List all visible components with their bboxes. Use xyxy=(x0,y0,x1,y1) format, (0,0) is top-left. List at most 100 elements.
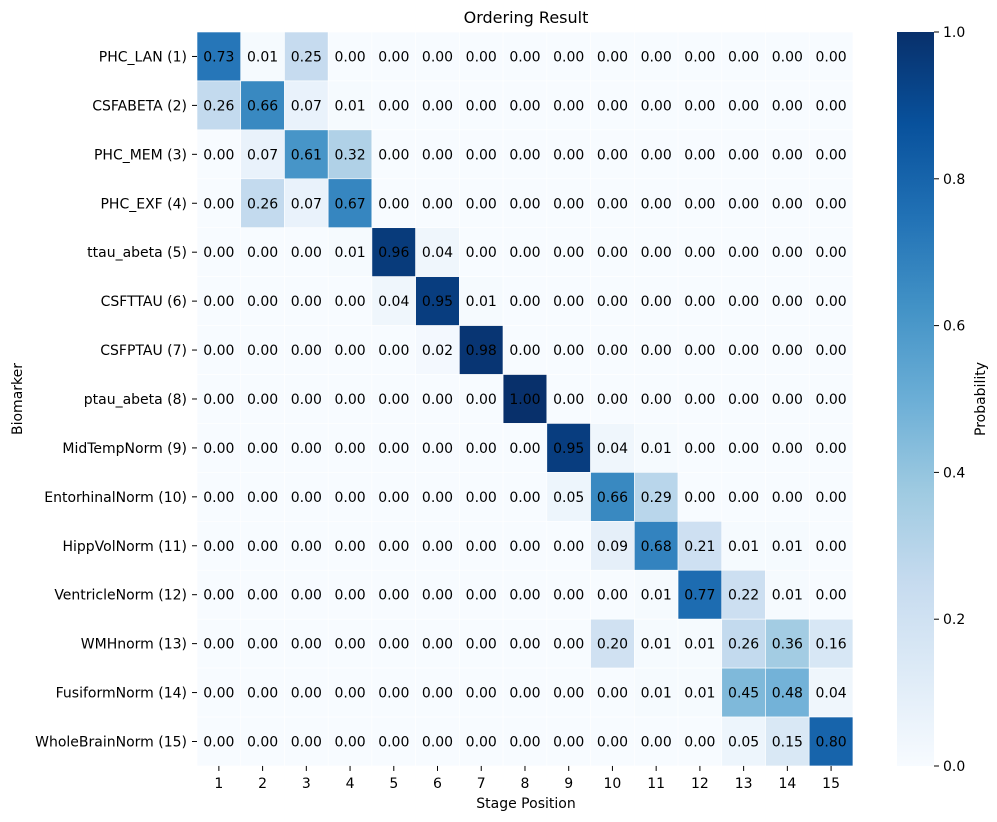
heatmap-cell xyxy=(196,423,242,473)
heatmap-cell xyxy=(808,423,854,473)
y-axis-label: Biomarker xyxy=(10,363,26,435)
heatmap-cell xyxy=(765,569,810,620)
colorbar-tick-label: 0.2 xyxy=(943,612,965,628)
heatmap-cell xyxy=(459,618,504,669)
y-tick-label: MidTempNorm (9) xyxy=(62,441,187,457)
heatmap-cell xyxy=(196,667,242,718)
cell-value-label: 0.00 xyxy=(728,294,759,310)
cell-value-label: 0.00 xyxy=(553,49,584,65)
y-tick-label: ttau_abeta (5) xyxy=(87,245,187,261)
cell-value-label: 0.04 xyxy=(378,294,409,310)
heatmap-cell xyxy=(590,472,635,522)
cell-value-label: 0.00 xyxy=(684,245,715,261)
heatmap-cell xyxy=(721,374,766,424)
heatmap-cell xyxy=(677,472,723,522)
cell-value-label: 0.00 xyxy=(466,441,497,457)
heatmap-cell xyxy=(371,178,416,229)
heatmap-cell xyxy=(459,569,504,620)
cell-value-label: 0.00 xyxy=(728,441,759,457)
cell-value-label: 0.00 xyxy=(334,637,365,653)
heatmap-cell xyxy=(721,227,766,277)
heatmap-cell xyxy=(502,374,548,424)
heatmap-cell xyxy=(765,31,810,82)
y-tick-label: WholeBrainNorm (15) xyxy=(35,734,187,750)
heatmap-cell xyxy=(415,227,460,277)
cell-value-label: 0.00 xyxy=(772,196,803,212)
cell-value-label: 0.95 xyxy=(553,441,584,457)
cell-value-label: 0.00 xyxy=(422,539,453,555)
heatmap-cell xyxy=(502,423,548,473)
cell-value-label: 0.00 xyxy=(466,588,497,604)
cell-value-label: 0.00 xyxy=(728,196,759,212)
heatmap-cell xyxy=(196,325,242,375)
heatmap-cell xyxy=(502,178,548,229)
heatmap-cell xyxy=(546,618,591,669)
cell-value-label: 0.00 xyxy=(553,343,584,359)
heatmap-cell xyxy=(502,325,548,375)
heatmap-cell xyxy=(502,472,548,522)
cell-value-label: 0.00 xyxy=(378,539,409,555)
heatmap-cell xyxy=(546,569,591,620)
cell-value-label: 0.07 xyxy=(291,98,322,114)
heatmap-cell xyxy=(721,129,766,180)
heatmap-cell xyxy=(808,569,854,620)
cell-value-label: 0.00 xyxy=(684,734,715,750)
heatmap-cell xyxy=(808,325,854,375)
heatmap-cell xyxy=(677,129,723,180)
cell-value-label: 0.00 xyxy=(553,245,584,261)
cell-value-label: 0.00 xyxy=(815,343,846,359)
cell-value-label: 0.04 xyxy=(815,686,846,702)
cell-value-label: 0.00 xyxy=(641,49,672,65)
heatmap-cell xyxy=(677,31,723,82)
heatmap-cell xyxy=(808,716,854,767)
heatmap-cell-labels: 0.73 0.01 0.25 0.00 0.00 0.00 0.00 0.00 0.00 0.00… xyxy=(203,49,846,750)
heatmap-cell xyxy=(502,31,548,82)
y-tick-label: HippVolNorm (11) xyxy=(62,539,187,555)
cell-value-label: 0.00 xyxy=(553,294,584,310)
cell-value-label: 0.00 xyxy=(291,490,322,506)
heatmap-cell xyxy=(502,276,548,326)
cell-value-label: 0.00 xyxy=(466,147,497,163)
heatmap-cell xyxy=(459,520,504,571)
heatmap-cell xyxy=(240,325,285,375)
heatmap-cell xyxy=(415,80,460,131)
heatmap-cell xyxy=(459,129,504,180)
cell-value-label: 0.01 xyxy=(334,98,365,114)
heatmap-cell xyxy=(677,325,723,375)
heatmap-cell xyxy=(633,569,679,620)
heatmap-cell xyxy=(327,325,373,375)
cell-value-label: 0.45 xyxy=(728,686,759,702)
heatmap-cell xyxy=(240,374,285,424)
x-tick-label: 1 xyxy=(214,776,223,792)
cell-value-label: 0.00 xyxy=(815,294,846,310)
x-axis-label: Stage Position xyxy=(476,796,575,812)
cell-value-label: 0.00 xyxy=(553,539,584,555)
cell-value-label: 0.01 xyxy=(466,294,497,310)
cell-value-label: 0.00 xyxy=(684,98,715,114)
cell-value-label: 0.95 xyxy=(422,294,453,310)
cell-value-label: 0.00 xyxy=(466,392,497,408)
y-tick-label: FusiformNorm (14) xyxy=(56,686,187,702)
cell-value-label: 0.01 xyxy=(772,588,803,604)
cell-value-label: 0.05 xyxy=(553,490,584,506)
heatmap-cell xyxy=(284,618,329,669)
heatmap-cell xyxy=(633,520,679,571)
cell-value-label: 0.00 xyxy=(466,637,497,653)
cell-value-label: 0.00 xyxy=(597,686,628,702)
cell-value-label: 0.00 xyxy=(597,392,628,408)
colorbar-tick-label: 0.8 xyxy=(943,172,965,188)
x-tick-label: 9 xyxy=(564,776,573,792)
heatmap-cell xyxy=(371,129,416,180)
cell-value-label: 0.00 xyxy=(422,490,453,506)
cell-value-label: 0.00 xyxy=(509,637,540,653)
cell-value-label: 0.00 xyxy=(509,686,540,702)
heatmap-cell xyxy=(721,472,766,522)
cell-value-label: 0.00 xyxy=(553,686,584,702)
heatmap-cell xyxy=(765,374,810,424)
cell-value-label: 0.00 xyxy=(291,686,322,702)
heatmap-cell xyxy=(677,227,723,277)
cell-value-label: 0.00 xyxy=(334,441,365,457)
cell-value-label: 0.22 xyxy=(728,588,759,604)
y-tick-label: EntorhinalNorm (10) xyxy=(44,490,187,506)
cell-value-label: 0.61 xyxy=(291,147,322,163)
